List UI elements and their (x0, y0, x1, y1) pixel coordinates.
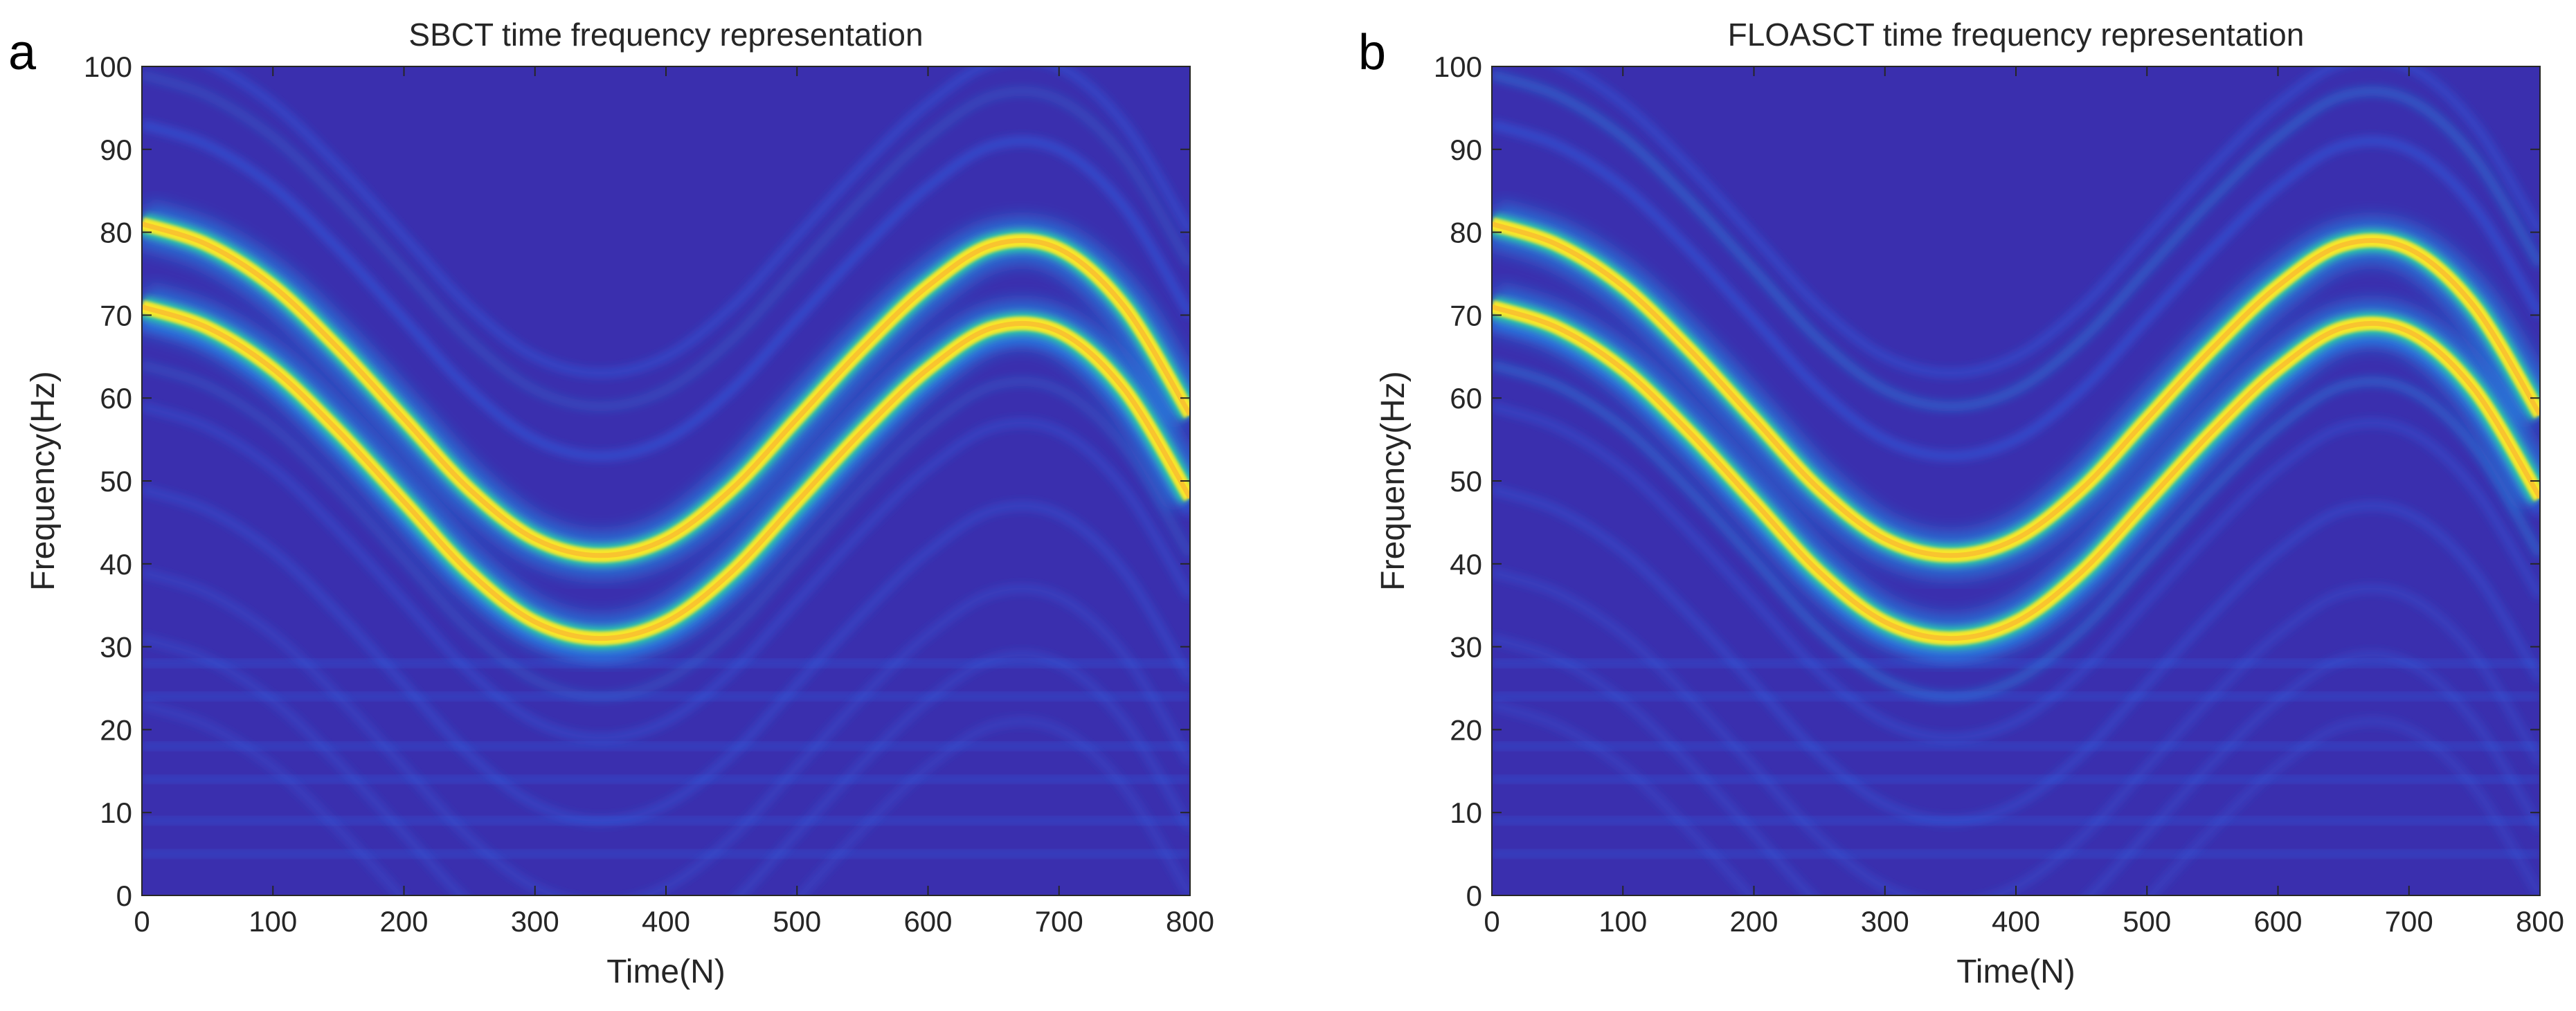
panel-b-letter: b (1358, 25, 1386, 80)
background-streak (142, 401, 1190, 743)
panel-a-title: SBCT time frequency representation (408, 17, 923, 53)
y-tick-label: 10 (100, 796, 132, 829)
background-streak (142, 360, 1190, 702)
background-band (1492, 659, 2540, 668)
x-tick-label: 0 (134, 905, 150, 938)
panel-a: a SBCT time frequency representation 0 10… (8, 17, 1214, 990)
x-tick-label: 400 (1992, 905, 2040, 938)
x-tick-label: 800 (2516, 905, 2564, 938)
panel-b: b FLOASCT time frequency representation … (1358, 17, 2564, 990)
x-tick-label: 200 (379, 905, 428, 938)
y-tick-label: 60 (100, 382, 132, 415)
panel-a-y-axis-label: Frequency(Hz) (25, 371, 62, 590)
panel-b-plot-area (1492, 66, 2540, 895)
background-streak (1492, 484, 2540, 826)
y-tick-label: 100 (84, 51, 132, 83)
y-tick-label: 0 (1466, 880, 1482, 912)
background-band (142, 659, 1190, 668)
background-streak (142, 70, 1190, 412)
y-tick-label: 0 (116, 880, 132, 912)
x-tick-label: 300 (1861, 905, 1909, 938)
panel-b-x-axis-label: Time(N) (1956, 954, 2075, 990)
background-streak (1492, 700, 2540, 895)
x-tick-label: 600 (903, 905, 952, 938)
x-tick-label: 400 (642, 905, 690, 938)
y-tick-label: 50 (1450, 465, 1482, 498)
panel-b-y-axis-label: Frequency(Hz) (1375, 371, 1412, 590)
background-band (142, 775, 1190, 784)
panel-b-y-ticks: 0 10 20 30 40 50 60 70 80 90 100 (1434, 51, 2540, 912)
y-tick-label: 30 (1450, 631, 1482, 664)
background-streak (1492, 120, 2540, 462)
y-tick-label: 90 (1450, 134, 1482, 166)
background-band (1492, 775, 2540, 784)
background-streak (1554, 66, 2540, 379)
background-streak (142, 700, 1190, 895)
panel-a-letter: a (8, 25, 37, 80)
y-tick-label: 60 (1450, 382, 1482, 415)
y-tick-label: 20 (100, 713, 132, 746)
x-tick-label: 500 (2123, 905, 2171, 938)
background-streak (142, 484, 1190, 826)
x-tick-label: 0 (1484, 905, 1499, 938)
background-band (1492, 850, 2540, 859)
background-band (1492, 817, 2540, 826)
ridge-component-2 (1492, 284, 2540, 662)
panel-a-x-axis-label: Time(N) (606, 954, 726, 990)
ridge-peak (1492, 304, 2540, 641)
panel-a-y-ticks: 0 10 20 30 40 50 60 70 80 90 100 (84, 51, 1190, 912)
ridge-peak (142, 221, 1190, 558)
y-tick-label: 40 (100, 548, 132, 581)
panel-b-background-texture (1492, 66, 2540, 895)
background-streak (1492, 401, 2540, 743)
background-band (1492, 692, 2540, 701)
background-streak (204, 66, 1190, 379)
background-band (142, 850, 1190, 859)
ridge-component-1 (1492, 201, 2540, 579)
y-tick-label: 70 (100, 299, 132, 331)
background-streak (142, 120, 1190, 462)
y-tick-label: 90 (100, 134, 132, 166)
x-tick-label: 700 (1035, 905, 1083, 938)
x-tick-label: 100 (249, 905, 297, 938)
ridge-peak (142, 304, 1190, 641)
background-band (142, 817, 1190, 826)
background-streak (142, 567, 1190, 895)
ridge-component-2 (142, 284, 1190, 662)
panel-a-x-ticks: 0 100 200 300 400 500 600 700 800 (134, 66, 1214, 938)
x-tick-label: 200 (1729, 905, 1778, 938)
background-band (142, 742, 1190, 751)
x-tick-label: 100 (1598, 905, 1647, 938)
y-tick-label: 80 (100, 217, 132, 249)
panel-b-ridges (1492, 201, 2540, 662)
ridge-peak (1492, 221, 2540, 558)
y-tick-label: 80 (1450, 217, 1482, 249)
background-streak (1492, 70, 2540, 412)
y-tick-label: 10 (1450, 796, 1482, 829)
panel-a-background-texture (142, 66, 1190, 895)
x-tick-label: 600 (2253, 905, 2302, 938)
panel-b-x-ticks: 0 100 200 300 400 500 600 700 800 (1484, 66, 2564, 938)
y-tick-label: 40 (1450, 548, 1482, 581)
panel-b-title: FLOASCT time frequency representation (1728, 17, 2305, 53)
background-band (1492, 742, 2540, 751)
y-tick-label: 20 (1450, 713, 1482, 746)
background-streak (1492, 360, 2540, 702)
x-tick-label: 500 (773, 905, 821, 938)
x-tick-label: 700 (2385, 905, 2433, 938)
y-tick-label: 70 (1450, 299, 1482, 331)
y-tick-label: 50 (100, 465, 132, 498)
ridge-component-1 (142, 201, 1190, 579)
panel-a-ridges (142, 201, 1190, 662)
background-band (142, 692, 1190, 701)
background-streak (1492, 567, 2540, 895)
x-tick-label: 300 (511, 905, 559, 938)
y-tick-label: 30 (100, 631, 132, 664)
panel-a-plot-area (142, 66, 1190, 895)
y-tick-label: 100 (1434, 51, 1482, 83)
x-tick-label: 800 (1166, 905, 1214, 938)
